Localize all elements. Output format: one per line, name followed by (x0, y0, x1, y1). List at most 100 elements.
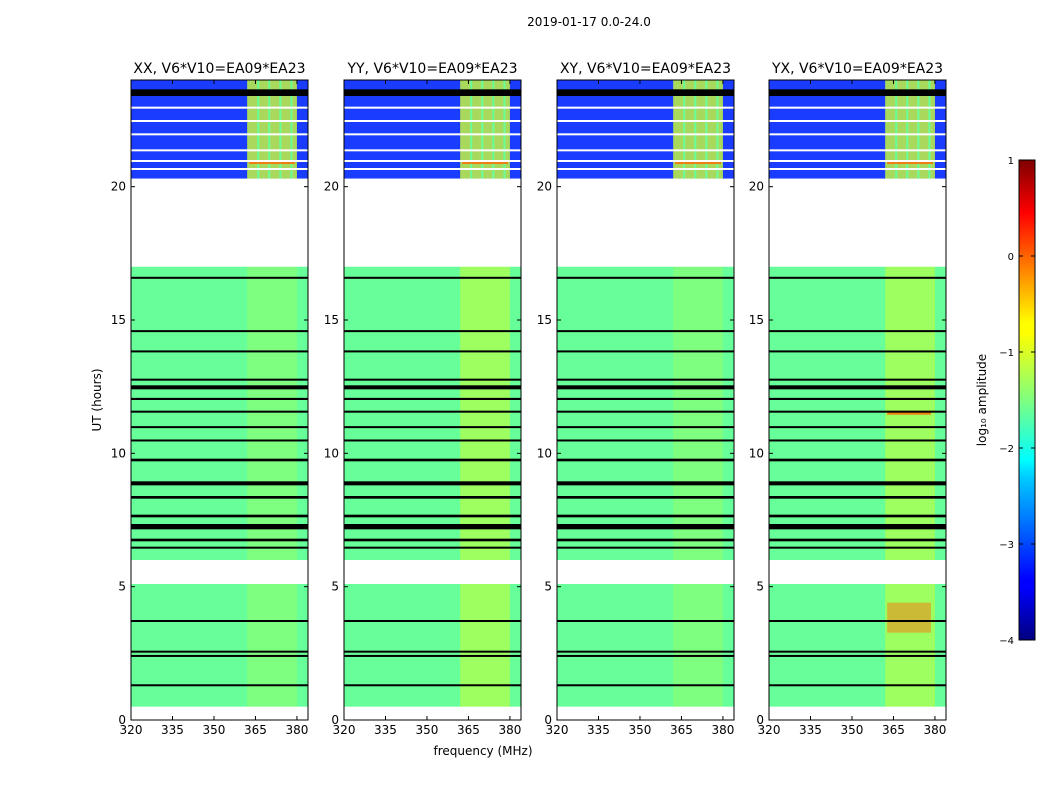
colorbar-label: log₁₀ amplitude (975, 354, 989, 446)
flagged-row (557, 538, 734, 542)
flagged-row (344, 514, 521, 518)
flagged-row (769, 89, 946, 96)
gap-stripe (344, 149, 521, 152)
y-tick-label: 5 (331, 580, 339, 594)
x-tick-label: 335 (161, 723, 184, 737)
data-gap (557, 706, 734, 720)
gap-stripe (131, 149, 308, 152)
band-highlight-lower (673, 266, 723, 720)
panel-2: YY, V6*V10=EA09*EA23 320 335 350 365 380 0 5 10 1… (324, 61, 522, 737)
colorbar-tick-label: −4 (999, 636, 1014, 647)
y-tick-label: 5 (756, 580, 764, 594)
flagged-row (131, 650, 308, 653)
colorbar-tick-label: 0 (1008, 252, 1014, 263)
flagged-row (557, 426, 734, 429)
gap-stripe (557, 149, 734, 152)
data-gap (131, 178, 308, 267)
x-tick-label: 320 (120, 723, 143, 737)
panel-title: XX, V6*V10=EA09*EA23 (133, 61, 305, 77)
y-tick-label: 15 (111, 313, 126, 327)
flagged-row (344, 481, 521, 486)
band-highlight-lower (460, 266, 510, 720)
gap-stripe (769, 149, 946, 152)
colorbar-tick-label: −1 (999, 348, 1014, 359)
low-ut-region (557, 266, 734, 720)
axes-frame (343, 79, 522, 721)
flagged-row (557, 89, 734, 96)
hot-spot (887, 602, 931, 633)
figure-suptitle: 2019-01-17 0.0-24.0 (527, 15, 651, 29)
flagged-row (557, 378, 734, 381)
flagged-row (769, 481, 946, 486)
y-tick-label: 5 (544, 580, 552, 594)
axes-frame (556, 79, 735, 721)
gap-stripe (557, 133, 734, 136)
flagged-row (557, 481, 734, 486)
y-axis-label: UT (hours) (90, 368, 104, 431)
flagged-row (344, 385, 521, 390)
y-tick-label: 15 (324, 313, 339, 327)
flagged-row (769, 620, 946, 622)
y-tick-label: 15 (537, 313, 552, 327)
flagged-row (769, 654, 946, 657)
gap-stripe (344, 160, 521, 162)
x-tick-label: 380 (285, 723, 308, 737)
gap-stripe (131, 133, 308, 136)
flagged-row (344, 546, 521, 549)
gap-stripe (557, 160, 734, 162)
x-tick-label: 350 (841, 723, 864, 737)
low-ut-region (131, 266, 308, 720)
gap-stripe (344, 133, 521, 136)
gap-stripe (557, 168, 734, 170)
data-gap (769, 178, 946, 267)
flagged-row (131, 89, 308, 96)
flagged-row (557, 496, 734, 499)
data-gap (131, 706, 308, 720)
flagged-row (131, 620, 308, 622)
axes-frame (768, 79, 947, 721)
flagged-row (769, 524, 946, 530)
flagged-row (769, 458, 946, 462)
x-tick-label: 320 (333, 723, 356, 737)
flagged-row (344, 397, 521, 400)
axes-frame (130, 79, 309, 721)
colorbar-gradient (1018, 159, 1036, 641)
flagged-row (769, 514, 946, 518)
y-tick-label: 10 (111, 446, 126, 460)
flagged-row (557, 650, 734, 653)
gap-stripe (769, 106, 946, 109)
x-tick-label: 365 (244, 723, 267, 737)
flagged-row (557, 330, 734, 333)
gap-stripe (131, 106, 308, 109)
panel-3: XY, V6*V10=EA09*EA23 320 335 350 365 380 0 5 10 1… (537, 61, 735, 737)
x-tick-label: 335 (587, 723, 610, 737)
gap-stripe (769, 133, 946, 136)
flagged-row (131, 276, 308, 279)
flagged-row (769, 350, 946, 353)
flagged-row (769, 426, 946, 429)
flagged-row (131, 426, 308, 429)
gap-stripe (344, 168, 521, 170)
flagged-row (769, 650, 946, 653)
flagged-row (131, 514, 308, 518)
flagged-row (557, 350, 734, 353)
flagged-row (557, 458, 734, 462)
data-gap (769, 560, 946, 584)
gap-stripe (344, 120, 521, 122)
colorbar-ticks: 1 0 −1 −2 −3 −4 (999, 156, 1035, 647)
panel-title: YY, V6*V10=EA09*EA23 (346, 61, 517, 77)
gap-stripe (557, 106, 734, 109)
data-gap (557, 178, 734, 267)
flagged-row (344, 276, 521, 279)
flagged-row (557, 546, 734, 549)
gap-stripe (769, 160, 946, 162)
flagged-row (344, 410, 521, 413)
flagged-row (131, 538, 308, 542)
flagged-row (131, 397, 308, 400)
x-tick-label: 380 (498, 723, 521, 737)
data-gap (557, 560, 734, 584)
x-tick-label: 350 (203, 723, 226, 737)
flagged-row (769, 410, 946, 413)
data-gap (344, 178, 521, 267)
x-tick-label: 335 (374, 723, 397, 737)
